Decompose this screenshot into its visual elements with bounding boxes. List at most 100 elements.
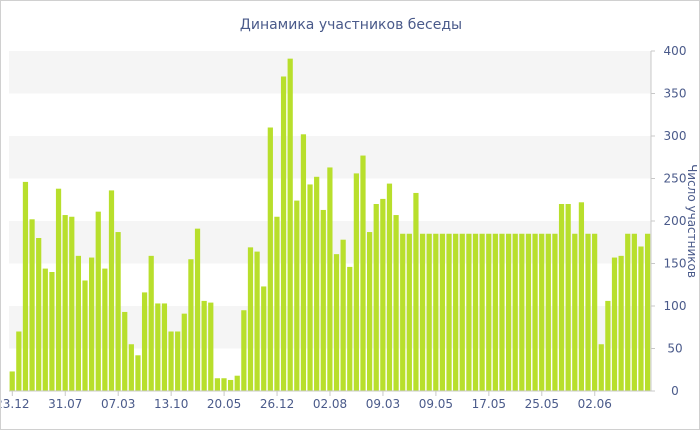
bar [492, 233, 498, 391]
bar [333, 254, 340, 391]
bar [539, 233, 545, 391]
x-tick-label: 02.08 [313, 397, 347, 411]
bar [565, 204, 571, 391]
bar [201, 300, 207, 391]
bar [254, 251, 260, 391]
bar [181, 313, 187, 391]
bar [188, 259, 194, 391]
bar [373, 204, 379, 391]
bar [446, 233, 452, 391]
bar [62, 215, 68, 391]
bar [300, 134, 307, 392]
bar [42, 268, 48, 391]
bar [241, 310, 247, 391]
bar [122, 311, 128, 391]
x-tick-label: 09.05 [419, 397, 453, 411]
y-tick-label: 250 [664, 172, 687, 186]
bar [439, 233, 446, 391]
bar [585, 233, 591, 391]
bar [148, 255, 154, 391]
bar [267, 127, 273, 391]
bar [16, 331, 22, 391]
bar [360, 155, 366, 391]
bar [367, 232, 373, 391]
bar [89, 257, 95, 391]
bar [552, 233, 558, 391]
bar [287, 58, 293, 392]
bar [400, 233, 406, 391]
bar [214, 378, 220, 391]
bar [386, 183, 393, 391]
chart-title: Динамика участников беседы [240, 17, 462, 33]
bar [49, 272, 55, 391]
bar [578, 202, 585, 391]
bar [638, 246, 644, 391]
y-tick-label: 50 [667, 342, 682, 356]
bar [75, 255, 82, 391]
bar [82, 280, 88, 391]
y-tick-label: 400 [664, 44, 687, 58]
bar [512, 233, 518, 391]
bar [505, 233, 512, 391]
bar [29, 219, 35, 391]
x-tick-label: 09.03 [366, 397, 400, 411]
bar [433, 233, 439, 391]
bar [406, 233, 412, 391]
bar [135, 355, 141, 391]
bar [320, 209, 326, 391]
grid-band [9, 51, 651, 94]
bar [419, 233, 426, 391]
bar [261, 286, 267, 391]
x-tick-label: 17.05 [472, 397, 506, 411]
bar [611, 257, 618, 391]
bar [519, 233, 525, 391]
bar [499, 233, 505, 391]
bar [380, 198, 386, 391]
bar [466, 233, 472, 391]
y-tick-label: 0 [671, 384, 679, 398]
y-axis-ticks: 0 50 100 150 200 250 300 350 400 [651, 44, 686, 398]
bar [168, 331, 174, 391]
x-tick-label: 23.12 [1, 397, 29, 411]
bar [413, 192, 419, 391]
bar [618, 255, 624, 391]
bar [155, 303, 161, 391]
bar [592, 233, 598, 391]
bar [525, 233, 532, 391]
bar [353, 173, 359, 391]
y-tick-label: 100 [664, 299, 687, 313]
y-tick-label: 350 [664, 87, 687, 101]
bar [108, 190, 115, 391]
bar [340, 239, 346, 391]
bar [314, 176, 320, 391]
bar [479, 233, 485, 391]
bar [274, 216, 280, 391]
bar [95, 211, 101, 391]
bar [307, 184, 313, 391]
bar [572, 233, 578, 391]
bar [327, 167, 333, 391]
bar [69, 216, 75, 391]
bar [486, 233, 492, 391]
bar [472, 233, 479, 391]
bar [115, 232, 121, 391]
bar [221, 378, 227, 391]
x-tick-label: 07.03 [101, 397, 135, 411]
bar [644, 233, 651, 391]
bars [9, 58, 651, 392]
x-axis-ticks: 23.12 31.07 07.03 13.10 20.05 26.12 02.08 09.03… [1, 391, 612, 411]
bar [36, 238, 42, 391]
x-tick-label: 02.06 [578, 397, 612, 411]
bar [161, 303, 168, 391]
bar [141, 292, 148, 391]
bar [347, 266, 353, 391]
bar [545, 233, 551, 391]
bar [9, 371, 15, 391]
bar [459, 233, 465, 391]
bar [294, 200, 300, 391]
bar [605, 300, 611, 391]
bar [22, 181, 29, 391]
bar [175, 331, 181, 391]
x-tick-label: 26.12 [260, 397, 294, 411]
